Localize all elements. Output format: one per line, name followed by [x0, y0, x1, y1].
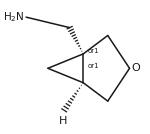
Text: H: H [59, 116, 67, 126]
Text: or1: or1 [88, 48, 100, 54]
Text: O: O [132, 63, 140, 73]
Text: H$_2$N: H$_2$N [3, 10, 25, 24]
Text: or1: or1 [88, 63, 100, 69]
